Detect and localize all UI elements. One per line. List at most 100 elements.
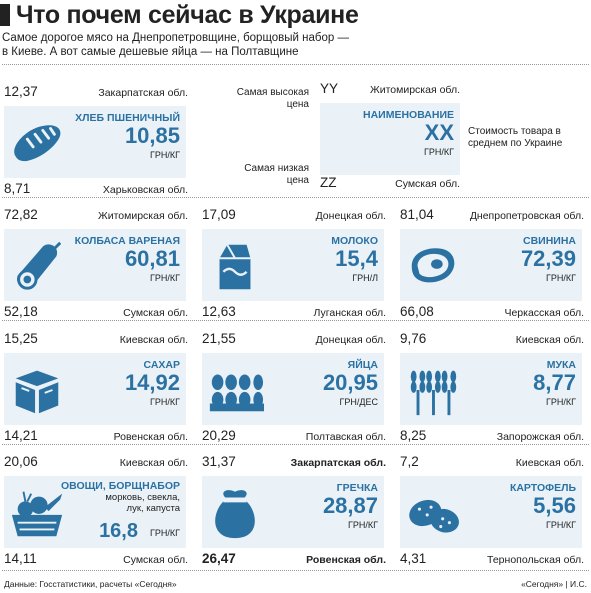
intro-line-1: Самое дорогое мясо на Днепропетровщине, … — [2, 32, 349, 44]
product-cell: 31,37 Закарпатская обл. ГРЕЧКА 28,87 ГРН/КГ 2… — [202, 454, 386, 572]
sausage-icon — [8, 237, 66, 295]
min-price: 52,18 — [4, 304, 38, 319]
max-price: 9,76 — [400, 331, 427, 346]
legend-side-note: Стоимость товара в среднем по Украине — [468, 126, 562, 150]
max-price: 72,82 — [4, 207, 38, 222]
milk-carton-icon — [206, 237, 264, 295]
max-price: 12,37 — [4, 84, 38, 99]
bread-icon — [8, 114, 66, 172]
max-price: 17,09 — [202, 207, 236, 222]
max-price: 31,37 — [202, 454, 236, 469]
average-price: 72,39 — [520, 246, 576, 271]
row-divider — [2, 320, 589, 321]
eggs-icon — [206, 361, 264, 419]
average-price: 16,8 — [99, 520, 138, 542]
product-name: ГРЕЧКА — [336, 482, 378, 494]
average-price: 28,87 — [322, 493, 378, 518]
product-cell: 12,37 Закарпатская обл. ХЛЕБ ПШЕНИЧНЫЙ 10,8… — [4, 84, 188, 202]
min-price: 26,47 — [202, 551, 236, 566]
product-box: ХЛЕБ ПШЕНИЧНЫЙ 10,85 ГРН/КГ — [4, 106, 186, 178]
product-name: СВИНИНА — [522, 235, 576, 247]
grain-sack-icon — [206, 484, 264, 542]
product-subtitle-line: лук, капуста — [126, 503, 180, 514]
max-region: Днепропетровская обл. — [469, 210, 584, 222]
max-region: Закарпатская обл. — [98, 87, 188, 99]
product-cell: 20,06 Киевская обл. ОВОЩИ, БОРЩНАБОР морков… — [4, 454, 188, 572]
product-box: ГРЕЧКА 28,87 ГРН/КГ — [202, 476, 384, 548]
product-box: МОЛОКО 15,4 ГРН/Л — [202, 229, 384, 301]
average-price: 10,85 — [124, 123, 180, 148]
row-divider — [2, 444, 589, 445]
legend-max-label: Самая высокая цена — [237, 87, 309, 111]
price-unit: ГРН/КГ — [348, 520, 378, 530]
min-region: Тернопольская обл. — [487, 554, 584, 566]
price-unit: ГРН/КГ — [150, 273, 180, 283]
product-name: САХАР — [143, 359, 181, 371]
legend-side-note-line2: среднем по Украине — [468, 138, 563, 149]
legend-unit: ГРН/КГ — [424, 147, 454, 157]
legend-max-value: YY — [320, 81, 339, 96]
product-box: КАРТОФЕЛЬ 5,56 ГРН/КГ — [400, 476, 582, 548]
price-unit: ГРН/КГ — [546, 273, 576, 283]
product-name: ХЛЕБ ПШЕНИЧНЫЙ — [75, 112, 180, 124]
price-unit: ГРН/ДЕС — [339, 397, 378, 407]
legend-max-region: Житомирская обл. — [370, 84, 460, 96]
max-region: Киевская обл. — [119, 457, 188, 469]
potatoes-icon — [404, 484, 462, 542]
product-cell: 15,25 Киевская обл. САХАР 14,92 ГРН/КГ 14,21 Р… — [4, 331, 188, 449]
min-region: Запорожская обл. — [496, 431, 584, 443]
min-price: 66,08 — [400, 304, 434, 319]
header-divider — [2, 64, 589, 65]
average-price: 15,4 — [335, 246, 378, 271]
min-region: Харьковская обл. — [102, 184, 188, 196]
legend-price: XX — [424, 120, 454, 145]
page-title: Что почем сейчас в Украине — [16, 1, 359, 29]
product-cell: 72,82 Житомирская обл. КОЛБАСА ВАРЕНАЯ 60,8… — [4, 207, 188, 325]
min-region: Черкасская обл. — [504, 307, 584, 319]
product-box: СВИНИНА 72,39 ГРН/КГ — [400, 229, 582, 301]
legend-min-value: ZZ — [320, 175, 337, 190]
min-price: 8,71 — [4, 181, 31, 196]
product-cell: 21,55 Донецкая обл. ЯЙЦА 20,95 ГРН/ДЕС 20,29 П… — [202, 331, 386, 449]
footer-source: Данные: Госстатистики, расчеты «Сегодня» — [4, 579, 177, 589]
product-cell: 9,76 Киевская обл. МУКА 8,77 ГРН/КГ 8,25 Запор… — [400, 331, 584, 449]
footer-divider — [2, 570, 589, 571]
product-cell: 81,04 Днепропетровская обл. СВИНИНА 72,39 ГР… — [400, 207, 584, 325]
product-name: ЯЙЦА — [347, 359, 378, 371]
max-region: Закарпатская обл. — [290, 457, 386, 469]
legend-name: НАИМЕНОВАНИЕ — [363, 109, 454, 121]
max-price: 15,25 — [4, 331, 38, 346]
legend-min-label-line1: Самая низкая — [244, 163, 309, 174]
min-region: Сумская обл. — [123, 554, 188, 566]
row-divider — [2, 197, 589, 198]
price-unit: ГРН/КГ — [150, 528, 180, 538]
vegetables-basket-icon — [8, 484, 66, 542]
product-name: ОВОЩИ, БОРЩНАБОР — [60, 480, 180, 492]
legend-min-label-line2: цена — [286, 175, 309, 186]
max-price: 21,55 — [202, 331, 236, 346]
title-marker — [0, 4, 10, 26]
product-cell: 7,2 Киевская обл. КАРТОФЕЛЬ 5,56 ГРН/КГ 4,31 Т… — [400, 454, 584, 572]
min-region: Ровенская обл. — [306, 554, 386, 566]
wheat-icon — [404, 361, 462, 419]
max-region: Донецкая обл. — [315, 334, 386, 346]
max-price: 20,06 — [4, 454, 38, 469]
average-price: 14,92 — [124, 370, 180, 395]
max-region: Киевская обл. — [119, 334, 188, 346]
min-price: 12,63 — [202, 304, 236, 319]
product-name: КОЛБАСА ВАРЕНАЯ — [74, 235, 180, 247]
max-region: Житомирская обл. — [98, 210, 188, 222]
min-price: 8,25 — [400, 428, 427, 443]
max-region: Киевская обл. — [515, 457, 584, 469]
max-region: Киевская обл. — [515, 334, 584, 346]
average-price: 5,56 — [533, 493, 576, 518]
min-region: Полтавская обл. — [305, 431, 386, 443]
price-unit: ГРН/КГ — [150, 397, 180, 407]
min-price: 14,21 — [4, 428, 38, 443]
product-box: САХАР 14,92 ГРН/КГ — [4, 353, 186, 425]
product-subtitle-line: морковь, свекла, — [105, 492, 180, 503]
product-box: ЯЙЦА 20,95 ГРН/ДЕС — [202, 353, 384, 425]
average-price: 60,81 — [124, 246, 180, 271]
legend-min-region: Сумская обл. — [395, 178, 460, 190]
product-name: МУКА — [546, 359, 576, 371]
